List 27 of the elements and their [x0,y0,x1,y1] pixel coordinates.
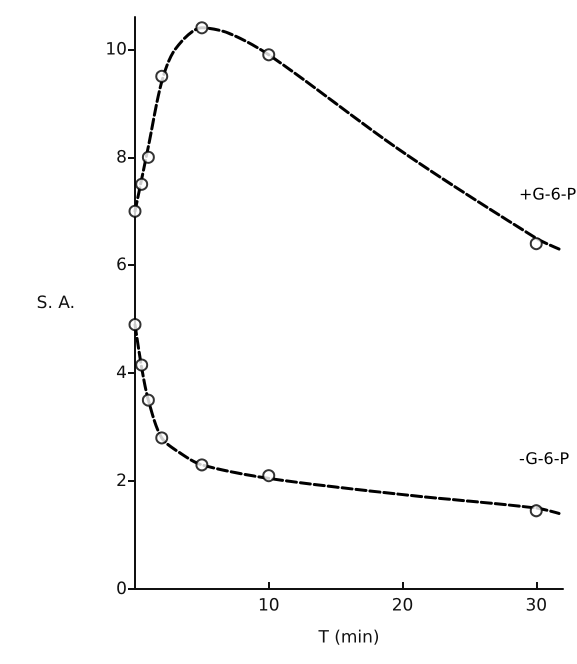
point [262,48,276,62]
point [530,237,543,250]
y-tick-label: 0 [116,579,127,599]
y-axis-title: S. A. [36,293,75,313]
y-tick-label: 6 [116,255,127,276]
y-tick-label: 8 [116,147,127,168]
point [530,504,543,518]
point [142,394,155,407]
point [128,318,142,332]
point [142,150,155,164]
point [155,70,168,83]
point [135,178,148,191]
y-tick-label: 2 [116,471,127,492]
x-tick-label: 30 [525,596,548,616]
text: -G-6-P [518,448,570,468]
y-tick-label: 4 [116,363,127,384]
point [262,469,276,482]
point [195,21,208,34]
y-tick-label: 10 [105,39,127,60]
point [195,458,208,472]
x-tick-label: 10 [258,596,280,616]
series-label: +G-6-P [518,184,577,204]
point [155,431,168,444]
point [135,358,148,372]
point [128,204,142,218]
x-axis-title: T (min) [317,628,380,648]
x-tick-label: 20 [392,596,414,616]
